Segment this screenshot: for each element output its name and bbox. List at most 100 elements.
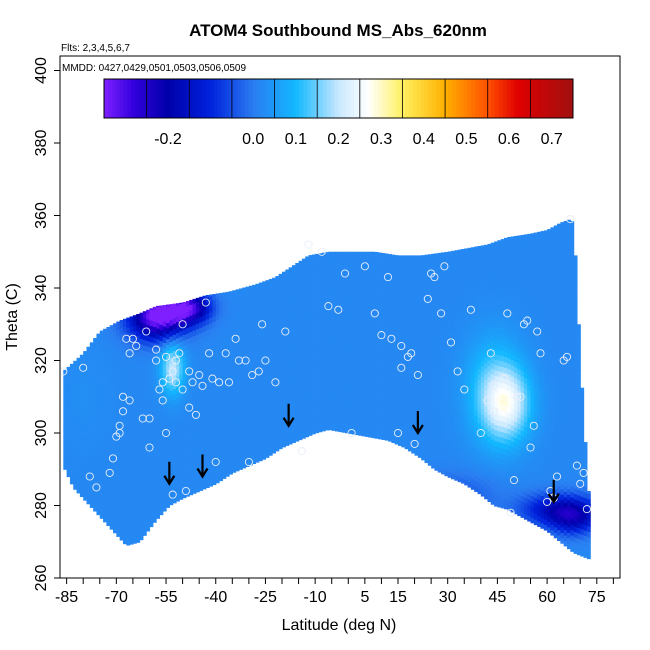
field-cell — [152, 337, 157, 344]
field-cell — [411, 425, 416, 432]
field-cell — [122, 510, 127, 517]
field-cell — [66, 427, 71, 434]
field-cell — [417, 370, 422, 377]
field-cell — [460, 303, 465, 310]
field-cell — [394, 422, 399, 429]
field-cell — [305, 327, 310, 334]
field-cell — [205, 405, 210, 412]
field-cell — [238, 365, 243, 372]
field-cell — [228, 397, 233, 404]
field-cell — [202, 369, 207, 376]
field-cell — [301, 345, 306, 352]
field-cell — [116, 525, 121, 532]
field-cell — [431, 266, 436, 273]
field-cell — [76, 394, 81, 401]
field-cell — [431, 315, 436, 322]
field-cell — [464, 278, 469, 285]
field-cell — [298, 401, 303, 408]
field-cell — [248, 448, 253, 455]
field-cell — [484, 395, 489, 402]
field-cell — [215, 368, 220, 375]
field-cell — [394, 362, 399, 369]
field-cell — [139, 463, 144, 470]
field-cell — [434, 323, 439, 330]
field-cell — [500, 382, 505, 389]
field-cell — [189, 375, 194, 382]
field-cell — [169, 390, 174, 397]
field-cell — [325, 331, 329, 338]
field-cell — [245, 297, 250, 304]
field-cell — [431, 348, 436, 355]
field-cell — [371, 268, 376, 276]
field-cell — [235, 394, 240, 401]
field-cell — [454, 284, 459, 291]
field-cell — [421, 334, 426, 341]
field-cell — [149, 521, 154, 528]
field-cell — [421, 383, 426, 390]
field-cell — [427, 427, 432, 434]
field-cell — [185, 441, 190, 448]
field-cell — [122, 472, 127, 479]
absorption-field — [63, 219, 591, 560]
field-cell — [202, 450, 207, 457]
field-cell — [162, 336, 167, 343]
field-cell — [318, 366, 323, 373]
field-cell — [199, 305, 204, 312]
field-cell — [291, 344, 296, 351]
field-cell — [156, 469, 160, 476]
field-cell — [331, 413, 336, 421]
field-cell — [202, 477, 207, 484]
field-cell — [341, 301, 346, 308]
field-cell — [417, 266, 422, 274]
field-cell — [199, 376, 204, 383]
field-cell — [301, 302, 306, 309]
field-cell — [219, 344, 223, 351]
field-cell — [417, 392, 422, 399]
field-cell — [510, 294, 515, 301]
field-cell — [308, 304, 313, 311]
field-cell — [278, 290, 283, 297]
field-cell — [83, 385, 88, 392]
field-cell — [83, 396, 88, 403]
field-cell — [222, 364, 227, 371]
field-cell — [494, 380, 498, 387]
field-cell — [238, 317, 243, 324]
field-cell — [232, 325, 237, 332]
field-cell — [318, 426, 323, 433]
field-cell — [431, 380, 436, 387]
field-cell — [441, 403, 445, 410]
field-cell — [500, 344, 505, 351]
field-cell — [113, 413, 117, 420]
field-cell — [484, 286, 489, 293]
field-cell — [215, 417, 220, 424]
field-cell — [245, 357, 250, 364]
field-cell — [136, 319, 141, 326]
field-cell — [504, 437, 508, 445]
field-cell — [192, 357, 197, 364]
field-cell — [351, 287, 356, 294]
field-cell — [272, 447, 276, 454]
field-cell — [288, 405, 293, 412]
field-cell — [189, 467, 194, 474]
field-cell — [497, 332, 502, 339]
field-cell — [126, 436, 131, 443]
field-cell — [89, 365, 94, 372]
field-cell — [335, 327, 339, 334]
field-cell — [464, 348, 469, 355]
field-cell — [424, 446, 429, 453]
field-cell — [341, 410, 346, 417]
field-cell — [225, 323, 230, 330]
field-cell — [103, 413, 107, 420]
field-cell — [394, 373, 399, 380]
field-cell — [219, 426, 223, 433]
field-cell — [335, 256, 339, 263]
field-cell — [414, 449, 419, 456]
field-cell — [381, 276, 386, 283]
field-cell — [103, 385, 107, 392]
field-cell — [66, 460, 71, 467]
field-cell — [265, 451, 270, 458]
field-cell — [209, 382, 214, 389]
field-cell — [437, 330, 442, 337]
field-cell — [374, 323, 379, 330]
field-cell — [321, 273, 326, 280]
